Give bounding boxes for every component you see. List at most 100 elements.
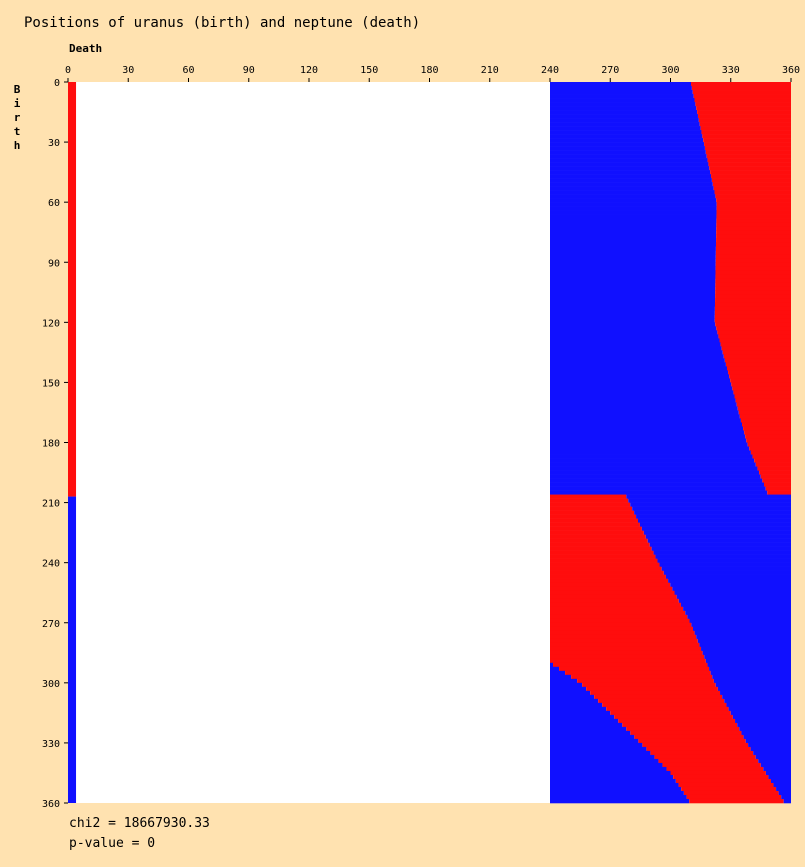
heatmap-cell: [716, 226, 791, 231]
heatmap-cell: [746, 438, 791, 443]
heatmap-cell: [663, 570, 791, 575]
heatmap-cell: [728, 706, 791, 712]
heatmap-cell: [673, 774, 769, 780]
heatmap-cell: [736, 402, 791, 407]
heatmap-cell: [550, 634, 697, 640]
heatmap-cell: [715, 250, 791, 255]
heatmap-cell: [659, 562, 791, 567]
x-tick-label: 330: [722, 65, 740, 76]
heatmap-cell: [550, 186, 714, 191]
heatmap-cell: [728, 370, 791, 375]
heatmap-cell: [550, 262, 716, 267]
heatmap-cell: [696, 106, 791, 111]
heatmap-cell: [550, 546, 652, 551]
heatmap-cell: [550, 502, 631, 507]
heatmap-cell: [550, 338, 720, 343]
heatmap-cell: [743, 734, 791, 740]
heatmap-cell: [550, 110, 698, 115]
heatmap-cell: [716, 326, 791, 331]
heatmap-cell: [720, 342, 791, 347]
heatmap-cell: [550, 330, 718, 335]
heatmap-cell: [550, 530, 644, 535]
heatmap-cell: [550, 794, 687, 800]
heatmap-cell: [691, 86, 791, 91]
heatmap-cell: [606, 706, 729, 712]
heatmap-cell: [550, 274, 716, 279]
heatmap-cell: [550, 602, 681, 608]
y-axis-title-letter: B: [14, 83, 21, 96]
heatmap-cell: [753, 750, 791, 756]
heatmap-cell: [716, 234, 791, 239]
heatmap-cell: [550, 754, 655, 760]
heatmap-cell: [755, 754, 791, 760]
heatmap-cell: [550, 370, 729, 375]
y-tick-label: 360: [42, 799, 60, 810]
heatmap-cell: [638, 738, 746, 744]
heatmap-cell: [550, 318, 715, 323]
heatmap-cell: [697, 110, 791, 115]
heatmap-cell: [750, 746, 791, 752]
y-tick-label: 270: [42, 619, 60, 630]
heatmap-cell: [752, 454, 791, 459]
heatmap-cell: [626, 726, 740, 732]
heatmap-cell: [550, 86, 692, 91]
heatmap-cell: [550, 618, 690, 624]
heatmap-cell: [550, 278, 716, 283]
heatmap-cell: [550, 166, 710, 171]
heatmap-cell: [550, 478, 763, 483]
heatmap-cell: [550, 454, 753, 459]
heatmap-cell: [727, 366, 791, 371]
heatmap-cell: [550, 690, 591, 696]
heatmap-cell: [767, 490, 791, 495]
heatmap-cell: [550, 666, 560, 672]
heatmap-cell: [737, 722, 791, 728]
heatmap-cell: [750, 450, 791, 455]
heatmap-cell: [715, 262, 791, 267]
heatmap-cell: [550, 594, 677, 600]
heatmap-cell: [550, 410, 739, 415]
heatmap-cell: [642, 742, 749, 748]
heatmap-cell: [550, 246, 716, 251]
heatmap-cell: [630, 730, 742, 736]
heatmap-cell: [661, 566, 791, 571]
heatmap-cell: [550, 398, 736, 403]
heatmap-cell: [743, 426, 791, 431]
heatmap-cell: [550, 118, 699, 123]
heatmap-cell: [715, 258, 791, 263]
heatmap-cell: [550, 578, 669, 583]
heatmap-cell: [714, 190, 791, 195]
heatmap-cell: [716, 218, 791, 223]
heatmap-cell: [618, 718, 736, 724]
heatmap-cell: [550, 82, 692, 87]
heatmap-cell: [770, 778, 791, 784]
heatmap-cell: [715, 298, 791, 303]
heatmap-cell: [550, 686, 587, 692]
heatmap-cell: [550, 158, 708, 163]
heatmap-cell: [776, 786, 791, 792]
heatmap-cell: [699, 122, 791, 127]
heatmap-cell: [704, 142, 791, 147]
heatmap-cell: [765, 486, 791, 491]
heatmap-cell: [705, 658, 791, 664]
heatmap-cell: [745, 434, 791, 439]
heatmap-cell: [712, 674, 791, 680]
x-tick-label: 150: [360, 65, 378, 76]
x-tick-label: 240: [541, 65, 559, 76]
heatmap-cell: [757, 466, 791, 471]
heatmap-cell: [550, 562, 660, 567]
heatmap-cell: [550, 362, 726, 367]
heatmap-cell: [550, 214, 717, 219]
heatmap-cell: [550, 218, 717, 223]
heatmap-cell: [550, 770, 671, 776]
heatmap-cell: [762, 478, 791, 483]
heatmap-cell: [715, 278, 791, 283]
heatmap-cell: [550, 746, 647, 752]
y-tick-label: 210: [42, 499, 60, 510]
heatmap-cell: [550, 98, 695, 103]
heatmap-cell: [550, 290, 716, 295]
heatmap-cell: [645, 534, 791, 539]
heatmap-cell: [726, 702, 791, 708]
heatmap-cell: [754, 458, 791, 463]
heatmap-cell: [550, 170, 711, 175]
x-tick-label: 60: [182, 65, 194, 76]
